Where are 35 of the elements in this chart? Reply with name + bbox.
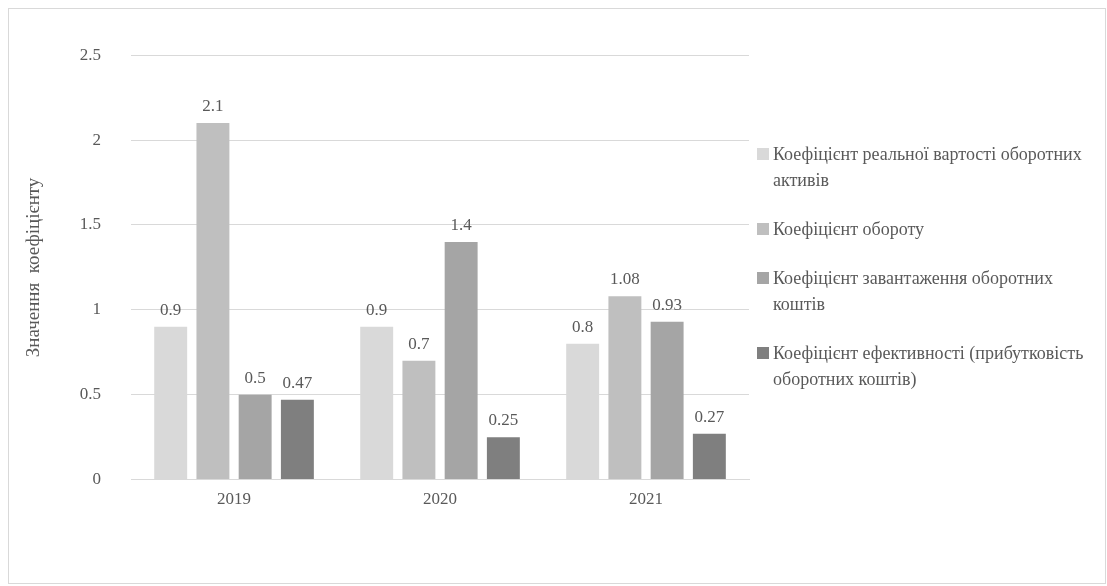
bar — [650, 321, 684, 480]
legend-label: Коефіцієнт обороту — [773, 218, 925, 241]
legend-label: Коефіцієнт реальної вартості оборотних активів — [773, 143, 1083, 192]
legend-label: Коефіцієнт завантаження оборотних коштів — [773, 267, 1054, 316]
data-label: 0.9 — [160, 299, 182, 319]
data-label: 0.47 — [282, 372, 313, 392]
x-tick-label: 2019 — [217, 489, 252, 509]
data-label: 0.7 — [408, 333, 431, 353]
data-label: 1.4 — [450, 214, 473, 234]
data-label: 1.08 — [610, 269, 640, 289]
bar — [444, 241, 478, 480]
bar — [608, 296, 642, 480]
data-label: 0.93 — [652, 294, 682, 314]
bar — [238, 394, 272, 480]
y-axis-title: Значення коефіцієнту — [22, 177, 44, 358]
bar — [280, 399, 314, 480]
data-label: 0.27 — [694, 406, 725, 426]
x-tick-label: 2021 — [629, 489, 664, 509]
data-label: 0.5 — [244, 367, 266, 387]
y-tick-label: 2.5 — [79, 44, 102, 64]
legend-label: Коефіцієнт ефективності (прибутковість оборотних коштів) — [773, 342, 1085, 391]
y-tick-label: 1 — [92, 299, 102, 319]
y-tick-label: 2 — [92, 129, 102, 149]
data-label: 0.25 — [488, 410, 519, 430]
bar — [402, 360, 436, 480]
bar — [486, 437, 520, 480]
y-tick-label: 0 — [92, 469, 102, 489]
data-label: 2.1 — [202, 96, 224, 116]
data-label: 0.9 — [366, 299, 388, 319]
x-tick-label: 2020 — [423, 489, 458, 509]
data-label: 0.8 — [572, 316, 594, 336]
y-tick-label: 0.5 — [79, 384, 102, 404]
bar — [692, 433, 726, 480]
y-tick-label: 1.5 — [79, 214, 102, 234]
bar — [196, 123, 230, 480]
